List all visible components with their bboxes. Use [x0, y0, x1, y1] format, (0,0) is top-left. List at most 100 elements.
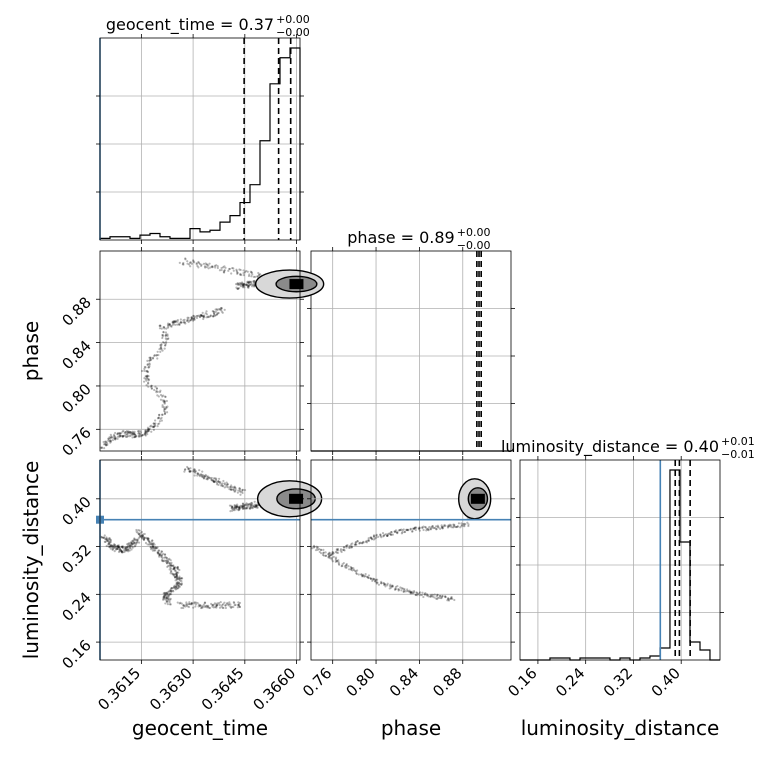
sample-point	[345, 564, 348, 567]
sample-point	[126, 435, 129, 439]
sample-point	[221, 604, 224, 607]
sample-point	[336, 547, 340, 551]
sample-point	[131, 545, 134, 548]
sample-point	[108, 439, 111, 443]
sample-point	[146, 430, 149, 433]
sample-point	[152, 425, 155, 428]
sample-point	[249, 504, 252, 507]
sample-point	[354, 543, 357, 546]
sample-point	[146, 537, 149, 540]
contour-peak	[470, 493, 485, 504]
sample-point	[104, 538, 107, 541]
sample-point	[427, 527, 430, 530]
sample-point	[117, 545, 121, 548]
sample-point	[213, 480, 216, 483]
sample-point	[163, 553, 167, 556]
sample-point	[215, 606, 218, 609]
sample-point	[130, 541, 134, 544]
sample-point	[389, 533, 393, 536]
sample-point	[175, 582, 178, 585]
sample-point	[410, 592, 414, 595]
sample-point	[186, 262, 189, 265]
sample-point	[214, 308, 217, 311]
sample-point	[128, 435, 131, 438]
sample-point	[169, 566, 172, 569]
sample-point	[230, 484, 233, 487]
sample-point	[206, 475, 210, 478]
sample-point	[394, 529, 398, 532]
title-main: geocent_time = 0.37	[106, 15, 274, 35]
sample-point	[174, 585, 178, 588]
sample-point	[158, 390, 162, 394]
sample-point	[408, 589, 411, 592]
sample-point	[255, 504, 258, 507]
sample-point	[175, 587, 178, 590]
sample-point	[369, 577, 373, 580]
sample-point	[216, 309, 219, 312]
sample-point	[104, 441, 107, 444]
sample-point	[146, 428, 149, 431]
sample-point	[147, 366, 150, 369]
sample-point	[165, 592, 168, 595]
sample-point	[230, 605, 233, 608]
x-axis-label-luminosity_distance: luminosity_distance	[521, 716, 720, 740]
sample-point	[337, 561, 340, 564]
sample-point	[161, 334, 165, 337]
sample-point	[124, 435, 128, 438]
sample-point	[234, 487, 237, 490]
title-sub: −0.00	[276, 26, 310, 39]
sample-point	[416, 594, 419, 597]
sample-point	[242, 273, 245, 277]
sample-point	[240, 273, 243, 277]
sample-point	[160, 342, 163, 346]
sample-point	[207, 267, 210, 270]
sample-point	[215, 308, 219, 311]
sample-point	[174, 323, 177, 326]
sample-point	[235, 269, 238, 272]
sample-point	[117, 544, 120, 547]
sample-point	[441, 526, 444, 530]
sample-point	[241, 504, 245, 507]
sample-point	[109, 436, 112, 439]
sample-point	[391, 585, 394, 588]
sample-point	[136, 541, 139, 544]
sample-point	[145, 377, 149, 380]
y-tick-label: 0.40	[58, 493, 94, 529]
sample-point	[107, 437, 110, 440]
sample-point	[133, 537, 136, 540]
y-tick-label: 0.16	[58, 636, 94, 672]
sample-point	[238, 487, 241, 490]
sample-point	[467, 523, 470, 526]
sample-point	[188, 319, 191, 322]
sample-point	[193, 602, 196, 605]
sample-point	[124, 547, 127, 550]
sample-point	[427, 595, 430, 598]
sample-point	[153, 354, 156, 357]
sample-point	[199, 604, 202, 607]
sample-point	[100, 536, 103, 539]
x-tick-label: 0.16	[504, 664, 540, 700]
sample-point	[141, 535, 144, 538]
sample-point	[345, 546, 348, 549]
sample-point	[406, 589, 409, 593]
sample-point	[220, 484, 223, 487]
sample-point	[431, 595, 435, 598]
sample-point	[192, 259, 195, 262]
sample-point	[155, 391, 158, 394]
sample-point	[411, 527, 414, 530]
sample-point	[162, 326, 165, 329]
sample-point	[352, 567, 355, 570]
sample-point	[203, 601, 207, 604]
sample-point	[380, 582, 383, 585]
sample-point	[327, 555, 330, 558]
sample-point	[143, 376, 146, 380]
sample-point	[217, 480, 220, 483]
sample-point	[236, 491, 239, 494]
sample-point	[112, 436, 115, 439]
sample-point	[141, 535, 144, 538]
sample-point	[178, 578, 181, 581]
sample-point	[149, 356, 152, 359]
sample-point	[391, 533, 394, 536]
sample-point	[361, 574, 364, 578]
sample-point	[128, 543, 131, 546]
